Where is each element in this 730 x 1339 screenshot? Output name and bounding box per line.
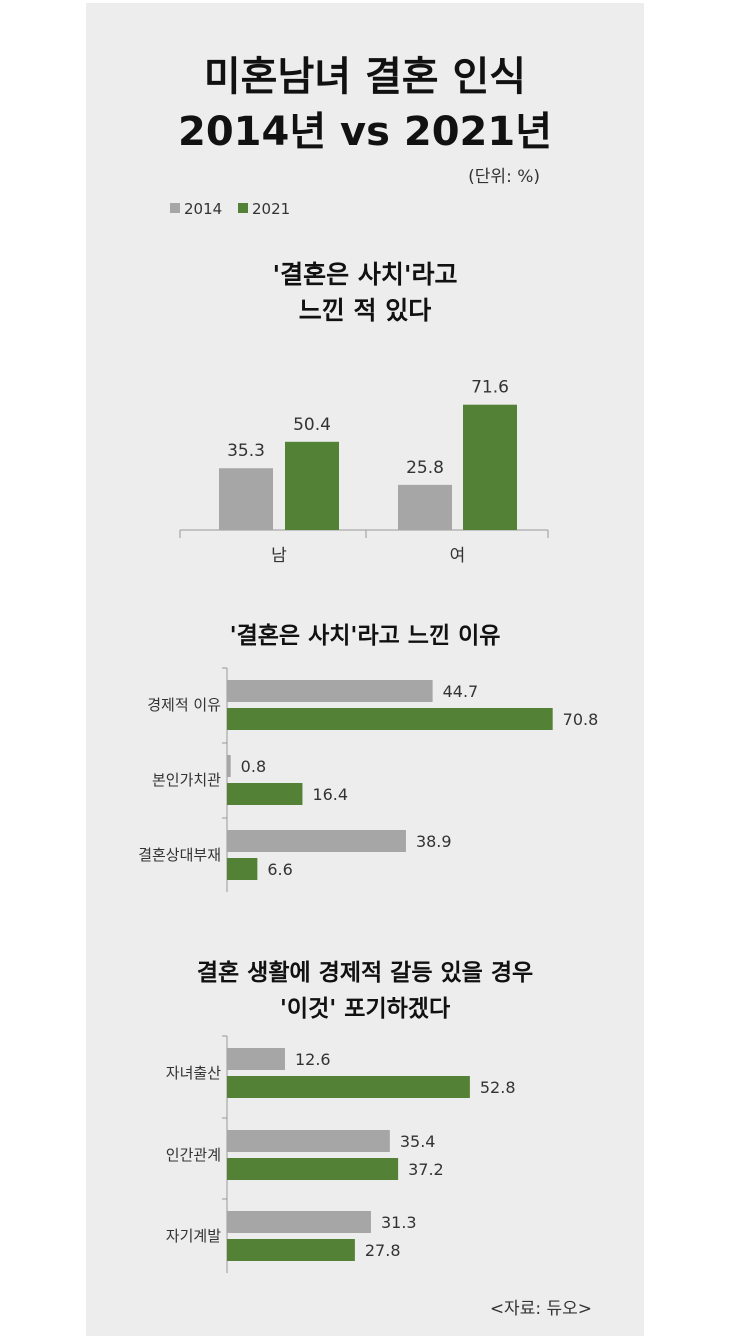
chart3-bar — [227, 1130, 390, 1152]
infographic-panel — [86, 3, 644, 1336]
chart1-title: '결혼은 사치'라고 — [272, 260, 457, 289]
chart2-bar — [227, 858, 258, 880]
chart3-bar — [227, 1076, 470, 1098]
unit-note: (단위: %) — [468, 167, 540, 187]
chart3-value-label: 52.8 — [480, 1078, 516, 1097]
chart3-category-label: 자녀출산 — [166, 1064, 221, 1082]
chart2-value-label: 38.9 — [416, 832, 452, 851]
legend-label-2021: 2021 — [252, 200, 290, 218]
chart2-category-label: 본인가치관 — [152, 771, 221, 789]
chart2-value-label: 70.8 — [563, 710, 599, 729]
chart2-category-label: 경제적 이유 — [147, 696, 221, 714]
chart2-category-label: 결혼상대부재 — [138, 846, 221, 864]
chart1-bar — [285, 441, 339, 530]
chart3-bar — [227, 1048, 285, 1070]
legend-swatch-2014 — [170, 203, 180, 213]
chart3-value-label: 12.6 — [295, 1050, 331, 1069]
chart1-bar — [398, 484, 452, 530]
chart2-bar — [227, 708, 553, 730]
chart2-title: '결혼은 사치'라고 느낀 이유 — [230, 623, 501, 649]
main-title-line2: 2014년 vs 2021년 — [178, 109, 552, 155]
chart3-bar — [227, 1158, 399, 1180]
chart1-title: 느낀 적 있다 — [299, 296, 431, 325]
chart3-bar — [227, 1239, 355, 1261]
legend-label-2014: 2014 — [184, 200, 222, 218]
chart3-value-label: 37.2 — [408, 1160, 444, 1179]
chart1-value-label: 71.6 — [471, 378, 509, 398]
chart1-value-label: 50.4 — [293, 415, 331, 435]
main-title-line1: 미혼남녀 결혼 인식 — [204, 54, 526, 100]
chart2-bar — [227, 783, 303, 805]
legend-swatch-2021 — [238, 203, 248, 213]
chart2-value-label: 0.8 — [241, 757, 266, 776]
chart3-category-label: 인간관계 — [166, 1146, 221, 1164]
chart2-value-label: 6.6 — [267, 860, 292, 879]
chart3-value-label: 27.8 — [365, 1241, 401, 1260]
chart1-bar — [463, 404, 517, 530]
chart3-title: 결혼 생활에 경제적 갈등 있을 경우 — [197, 960, 533, 986]
chart3-bar — [227, 1211, 371, 1233]
chart3-value-label: 31.3 — [381, 1213, 417, 1232]
chart2-value-label: 44.7 — [443, 682, 479, 701]
chart2-bar — [227, 755, 231, 777]
chart1-category-label: 여 — [450, 546, 466, 566]
chart3-category-label: 자기계발 — [166, 1227, 221, 1245]
chart2-bar — [227, 830, 406, 852]
chart3-value-label: 35.4 — [400, 1132, 436, 1151]
chart1-bar — [219, 468, 273, 530]
chart1-value-label: 25.8 — [406, 458, 444, 478]
chart1-category-label: 남 — [271, 546, 287, 566]
source-note: <자료: 듀오> — [490, 1299, 592, 1319]
chart2-value-label: 16.4 — [312, 785, 348, 804]
chart3-title: '이것' 포기하겠다 — [280, 996, 450, 1022]
chart2-bar — [227, 680, 433, 702]
chart1-value-label: 35.3 — [227, 441, 265, 461]
